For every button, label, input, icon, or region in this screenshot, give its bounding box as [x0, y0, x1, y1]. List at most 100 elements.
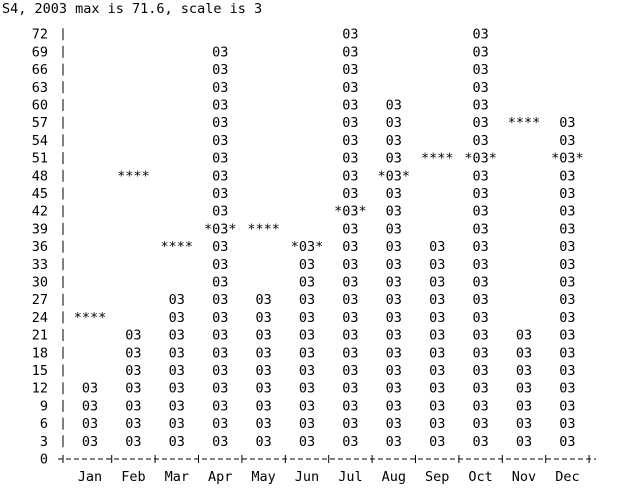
bar-cell: 03: [212, 257, 228, 273]
bar-cell: 03: [472, 363, 488, 379]
bar-cell: 03: [342, 416, 358, 432]
bar-cell: 03: [386, 115, 402, 131]
bar-cell: 03: [559, 292, 575, 308]
y-tick-label: 24: [32, 310, 48, 326]
y-tick-label: 39: [32, 221, 48, 237]
bar-cell: 03: [559, 416, 575, 432]
bar-cell: 03: [255, 398, 271, 414]
bar-cell: 03: [125, 381, 141, 397]
bar-cell: 03: [559, 133, 575, 149]
bar-cell: 03: [472, 62, 488, 78]
bar-cell: 03: [472, 239, 488, 255]
bar-cell: 03: [472, 27, 488, 43]
bar-cell: 03: [516, 381, 532, 397]
bar-cell: 03: [212, 239, 228, 255]
level-marker: *03*: [204, 221, 237, 237]
level-marker: ****: [117, 168, 150, 184]
level-marker: *03*: [334, 204, 367, 220]
level-marker: ****: [508, 115, 541, 131]
y-tick-label: 45: [32, 186, 48, 202]
x-tick-label: Feb: [121, 469, 145, 485]
y-tick-label: 60: [32, 98, 48, 114]
y-tick-label: 33: [32, 257, 48, 273]
bar-cell: 03: [429, 328, 445, 344]
bar-cell: 03: [342, 310, 358, 326]
bar-cell: 03: [386, 98, 402, 114]
bar-cell: 03: [386, 133, 402, 149]
bar-cell: 03: [559, 257, 575, 273]
bar-cell: 03: [299, 328, 315, 344]
bar-cell: 03: [386, 363, 402, 379]
bar-cell: 03: [342, 80, 358, 96]
x-tick-label: Jul: [338, 469, 362, 485]
bar-cell: 03: [342, 186, 358, 202]
bar-cell: 03: [342, 221, 358, 237]
bar-cell: 03: [472, 204, 488, 220]
bar-cell: 03: [472, 310, 488, 326]
bar-cell: 03: [472, 328, 488, 344]
bar-cell: 03: [472, 80, 488, 96]
x-tick-label: Nov: [512, 469, 536, 485]
level-marker: *03*: [291, 239, 324, 255]
bar-cell: 03: [212, 398, 228, 414]
y-tick-label: 18: [32, 345, 48, 361]
bar-cell: 03: [472, 275, 488, 291]
bar-cell: 03: [299, 363, 315, 379]
bar-cell: 03: [386, 328, 402, 344]
bar-cell: 03: [429, 239, 445, 255]
y-tick-label: 3: [40, 434, 48, 450]
bar-cell: 03: [125, 398, 141, 414]
x-tick-label: May: [251, 469, 275, 485]
bar-cell: 03: [169, 434, 185, 450]
bar-cell: 03: [299, 434, 315, 450]
bar-cell: 03: [516, 328, 532, 344]
bar-cell: 03: [212, 62, 228, 78]
bar-cell: 03: [299, 398, 315, 414]
bar-cell: 03: [212, 186, 228, 202]
bar-cell: 03: [472, 186, 488, 202]
bar-cell: 03: [386, 257, 402, 273]
bar-cell: 03: [559, 239, 575, 255]
bar-cell: 03: [342, 292, 358, 308]
x-tick-label: Mar: [165, 469, 189, 485]
bar-cell: 03: [212, 133, 228, 149]
bar-cell: 03: [212, 434, 228, 450]
bar-cell: 03: [429, 345, 445, 361]
bar-cell: 03: [559, 434, 575, 450]
bar-cell: 03: [386, 310, 402, 326]
bar-cell: 03: [169, 310, 185, 326]
bar-cell: 03: [386, 221, 402, 237]
bar-cell: 03: [169, 398, 185, 414]
bar-cell: 03: [386, 416, 402, 432]
x-tick-label: Aug: [382, 469, 406, 485]
chart-title: S4, 2003 max is 71.6, scale is 3: [2, 1, 262, 17]
bar-cell: 03: [212, 98, 228, 114]
y-tick-label: 66: [32, 62, 48, 78]
bar-cell: 03: [386, 398, 402, 414]
bar-cell: 03: [386, 151, 402, 167]
bar-cell: 03: [472, 44, 488, 60]
bar-cell: 03: [429, 416, 445, 432]
bar-cell: 03: [472, 98, 488, 114]
bar-cell: 03: [386, 186, 402, 202]
bar-cell: 03: [212, 310, 228, 326]
bar-cell: 03: [559, 115, 575, 131]
bar-cell: 03: [472, 292, 488, 308]
bar-cell: 03: [386, 204, 402, 220]
bar-cell: 03: [472, 345, 488, 361]
bar-cell: 03: [429, 275, 445, 291]
bar-cell: 03: [429, 257, 445, 273]
bar-cell: 03: [169, 381, 185, 397]
bar-cell: 03: [342, 98, 358, 114]
bar-cell: 03: [255, 363, 271, 379]
bar-cell: 03: [472, 434, 488, 450]
bar-cell: 03: [212, 80, 228, 96]
bar-cell: 03: [342, 27, 358, 43]
bar-cell: 03: [255, 434, 271, 450]
bar-cell: 03: [255, 292, 271, 308]
bar-cell: 03: [169, 345, 185, 361]
y-tick-label: 36: [32, 239, 48, 255]
bar-cell: 03: [342, 115, 358, 131]
bar-cell: 03: [559, 204, 575, 220]
